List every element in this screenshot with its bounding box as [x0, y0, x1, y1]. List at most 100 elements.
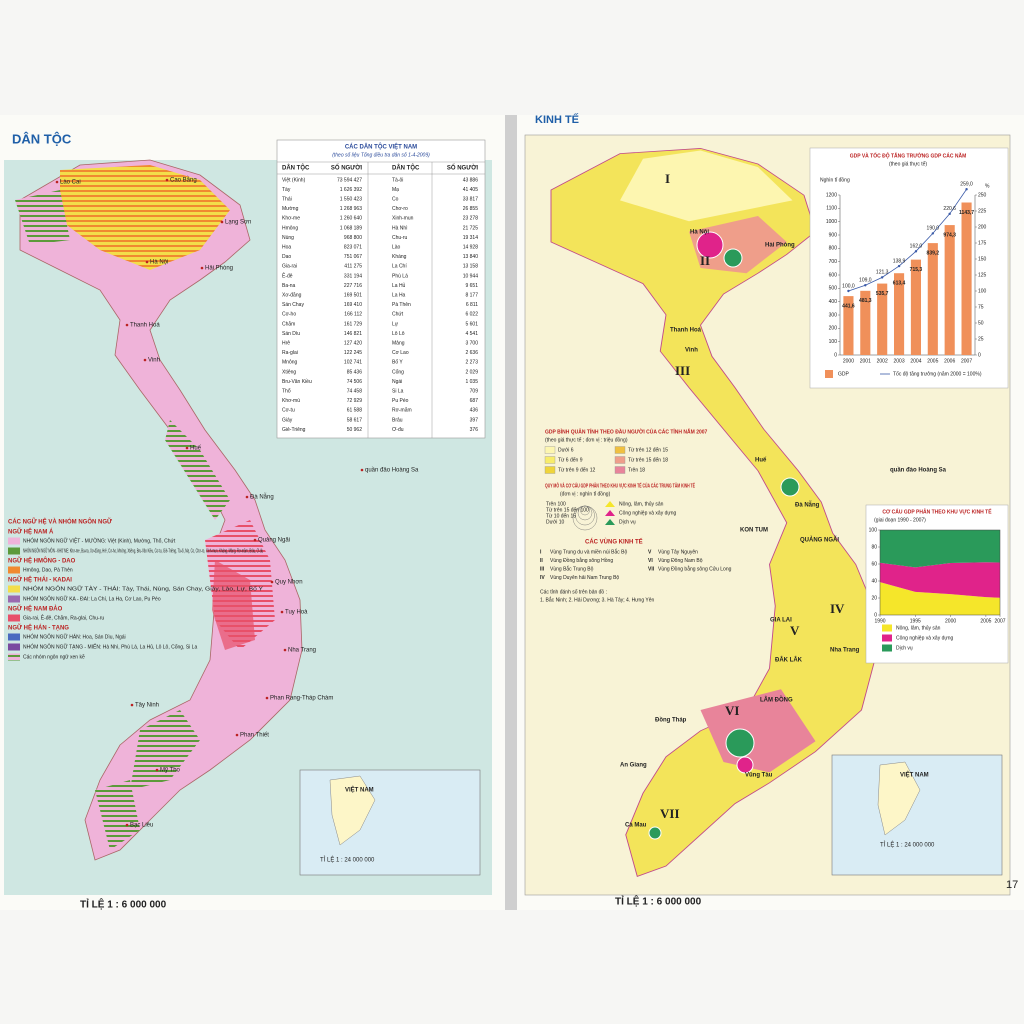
table-cell: Lào	[392, 245, 401, 251]
place-label: Cao Bằng	[170, 177, 197, 184]
table-cell: Pà Thẻn	[392, 302, 411, 308]
legend-swatch	[605, 510, 615, 516]
table-cell: Mạ	[392, 187, 399, 193]
table-subtitle: (theo số liệu Tổng điều tra dân số 1-4-2…	[332, 151, 430, 158]
x-tick-label: 2002	[877, 358, 888, 364]
table-cell: Thái	[282, 197, 292, 203]
legend-label: Vùng Trung du và miền núi Bắc Bộ	[550, 548, 627, 555]
data-label: 1143,7	[959, 210, 974, 216]
y2-tick-label: 175	[978, 240, 987, 246]
x-tick-label: 2003	[894, 358, 905, 364]
place-dot	[55, 180, 59, 184]
chart-subtitle: (theo giá thực tế)	[889, 161, 927, 167]
place-label: Tây Ninh	[135, 703, 159, 709]
place-dot	[245, 495, 249, 499]
x-tick-label: 1990	[874, 618, 885, 624]
center-symbol	[725, 728, 755, 758]
y-tick-label: 600	[829, 272, 838, 278]
table-cell: 74 506	[347, 379, 363, 385]
place-label: ĐẮK LẮK	[775, 656, 803, 664]
y-tick-label: 1000	[826, 219, 837, 225]
place-label: Huế	[755, 457, 767, 464]
place-label: Hà Nội	[690, 230, 709, 236]
table-cell: Brâu	[392, 417, 403, 423]
legend-label: NHÓM NGÔN NGỮ TẠNG - MIẾN: Hà Nhì, Phù L…	[23, 643, 197, 650]
data-label: 481,3	[859, 298, 872, 304]
table-cell: Tày	[282, 187, 291, 193]
table-cell: 1 550 423	[340, 197, 362, 203]
legend-swatch	[8, 643, 20, 651]
map-area	[60, 165, 230, 270]
legend-swatch	[8, 537, 20, 545]
column-header: SỐ NGƯỜI	[447, 164, 478, 172]
legend-numeral: III	[540, 566, 545, 572]
table-cell: 6 811	[466, 302, 478, 308]
place-label: GIA LAI	[770, 618, 792, 624]
legend-label: Vùng Duyên hải Nam Trung Bộ	[550, 575, 619, 581]
inset-map	[831, 754, 1003, 876]
place-dot	[143, 358, 147, 362]
legend-swatch	[8, 614, 20, 622]
place-label: KON TUM	[740, 528, 768, 534]
table-cell: Co	[392, 197, 399, 203]
legend-numeral: VI	[648, 558, 653, 564]
data-label: 121,3	[876, 270, 889, 276]
place-label: Thanh Hoá	[670, 328, 702, 334]
legend-label: Từ 6 đến 9	[558, 457, 583, 463]
axis	[879, 529, 1001, 616]
table-cell: Khơ-mú	[282, 398, 300, 404]
legend-label: Từ 10 đến 15	[546, 513, 576, 519]
place-dot	[125, 323, 129, 327]
legend-label: Từ trên 15 đến 18	[628, 457, 668, 463]
line-point	[948, 212, 951, 216]
table-cell: Mnông	[282, 360, 298, 366]
legend-numeral: VII	[648, 566, 655, 572]
center-symbol	[736, 756, 754, 774]
y-tick-label: 20	[871, 595, 877, 601]
table-cell: 2 029	[465, 369, 478, 375]
place-dot	[280, 610, 284, 614]
gutter	[505, 115, 517, 910]
place-label: Hải Phòng	[205, 266, 233, 272]
data-label: 100,0	[842, 283, 855, 289]
legend-title: CÁC NGỮ HỆ VÀ NHÓM NGÔN NGỮ	[8, 518, 112, 526]
table-cell: Bố Y	[392, 360, 403, 366]
region-numeral: I	[665, 171, 670, 186]
line-point	[847, 289, 850, 293]
column-header: DÂN TỘC	[392, 164, 420, 172]
y-tick-label: 60	[871, 561, 877, 567]
table-cell: 6 022	[465, 312, 478, 318]
table-cell: 411 275	[344, 264, 362, 270]
data-label: 259,0	[960, 182, 973, 188]
economy-legend: GDP BÌNH QUÂN TÍNH THEO ĐẦU NGƯỜI CỦA CÁ…	[540, 427, 732, 603]
legend-label: NHÓM NGÔN NGỮ MÔN - KHƠ ME: Khơ-me, Ba-n…	[23, 547, 263, 554]
table-title: CÁC DÂN TỘC VIỆT NAM	[345, 143, 417, 151]
place-label: Tuy Hoà	[285, 610, 308, 616]
table-cell: 74 458	[347, 389, 363, 395]
place-label: Phan Thiết	[240, 733, 269, 739]
column-header: SỐ NGƯỜI	[331, 164, 362, 172]
table-cell: La Chí	[392, 264, 407, 270]
legend-numeral: I	[540, 549, 542, 555]
place-label: Đồng Tháp	[655, 718, 687, 724]
page-header: DÂN TỘC	[12, 131, 72, 146]
table-cell: 13 840	[463, 254, 479, 260]
table-cell: 72 929	[347, 398, 363, 404]
table	[276, 139, 486, 439]
y-tick-label: 300	[829, 312, 838, 318]
x-tick-label: 2000	[945, 618, 956, 624]
table-cell: Lô Lô	[392, 331, 405, 337]
inset-scale: TỈ LỆ 1 : 24 000 000	[320, 856, 375, 864]
data-label: 220,6	[943, 206, 956, 212]
center-symbol	[696, 231, 724, 259]
table-cell: 968 800	[344, 235, 362, 241]
line-point	[965, 188, 968, 191]
legend-swatch	[882, 634, 892, 642]
table-cell: Giẻ-Triêng	[282, 427, 306, 433]
place-label: quần đảo Hoàng Sa	[890, 468, 947, 474]
table-cell: 50 962	[347, 427, 363, 433]
y-tick-label: 0	[874, 612, 877, 618]
place-label: Vinh	[148, 358, 160, 364]
table-cell: 102 741	[344, 360, 362, 366]
